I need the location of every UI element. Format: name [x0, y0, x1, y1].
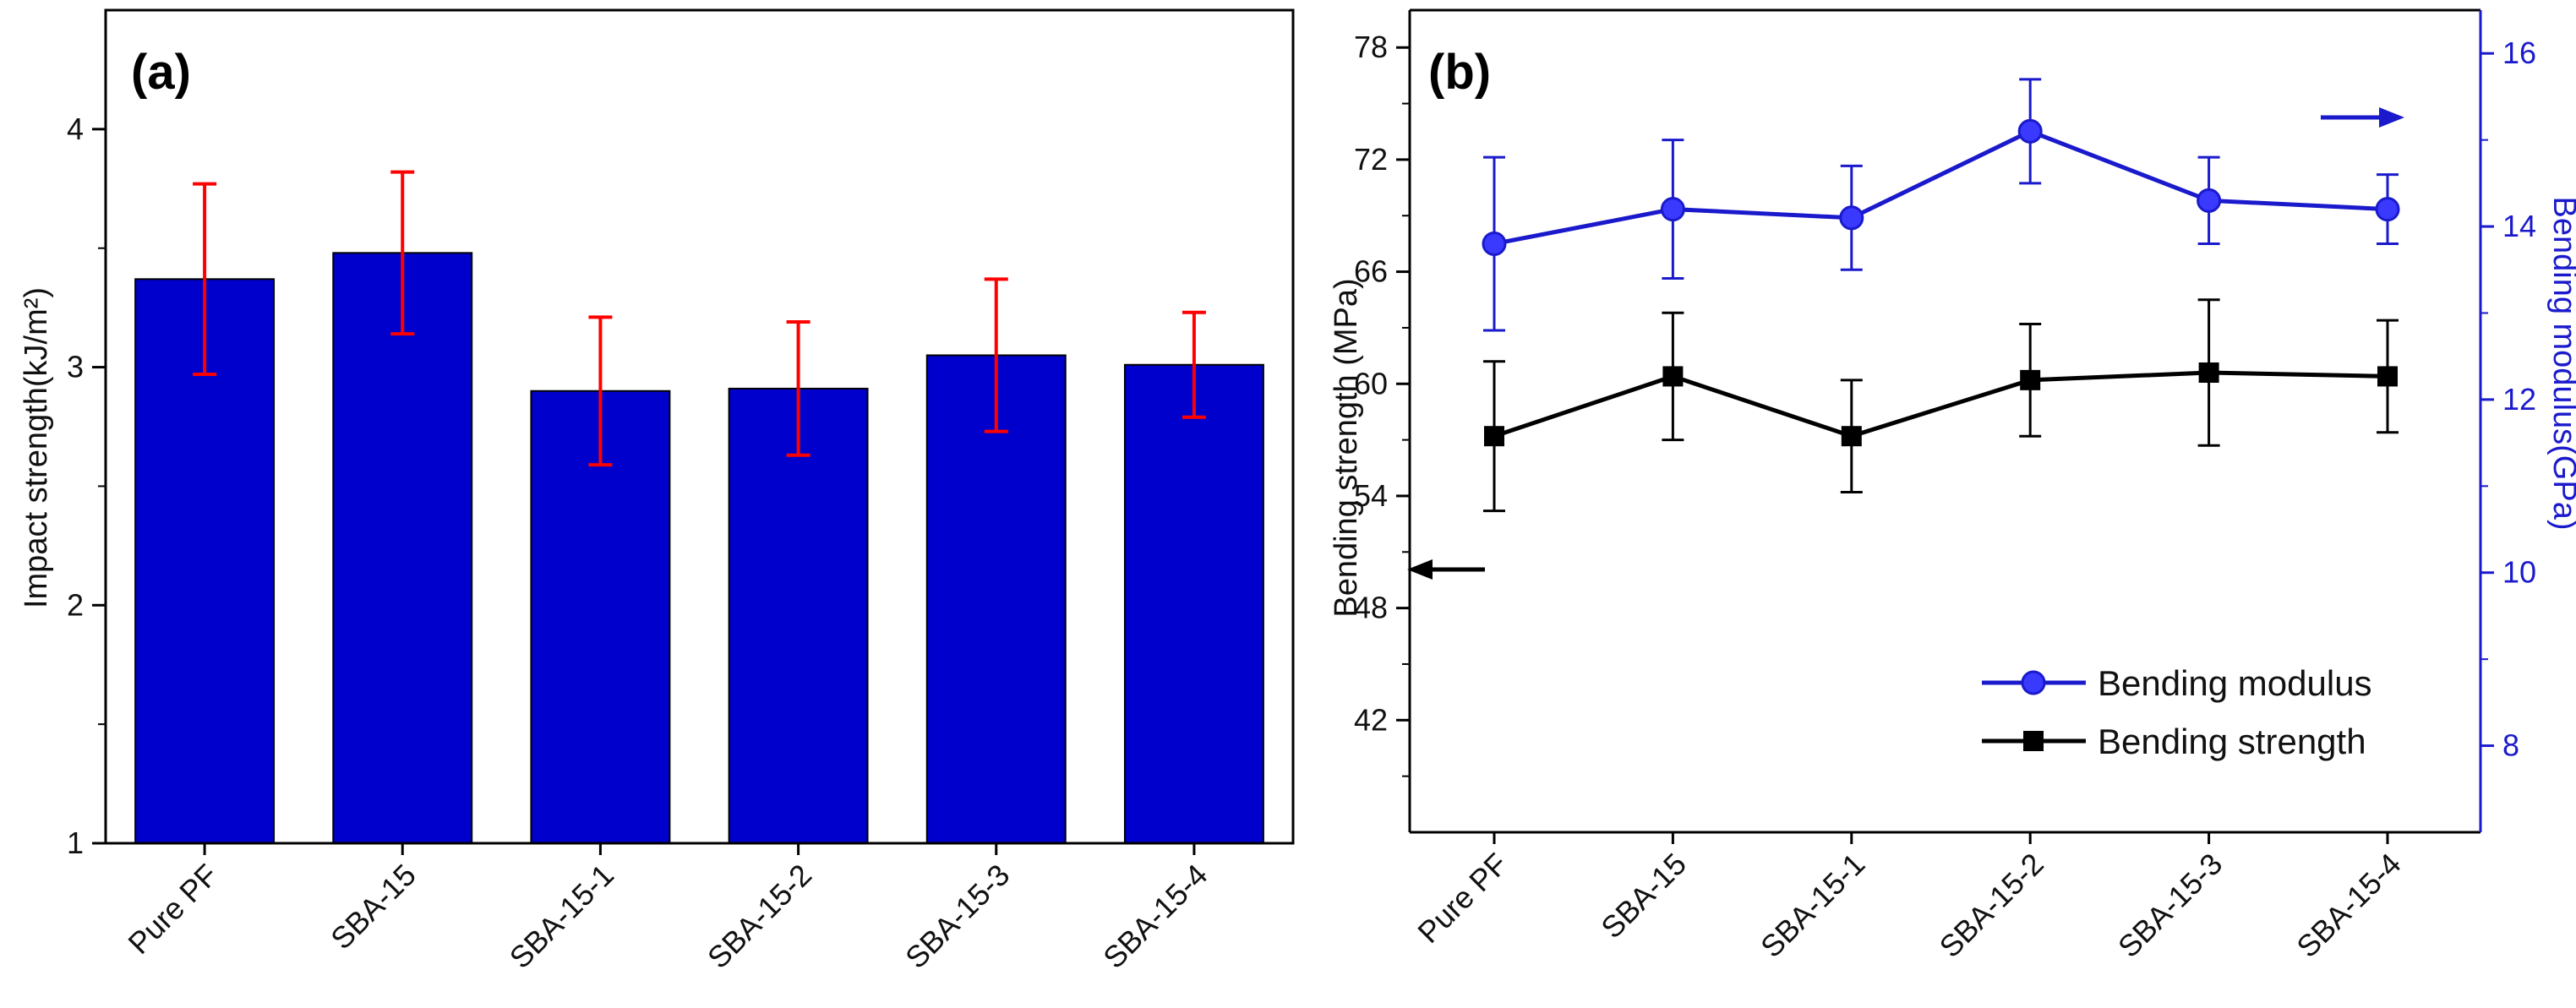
- bar-group: [134, 252, 1264, 844]
- axis-arrows: [1407, 107, 2404, 580]
- x-tick-label-sba-15-4: SBA-15-4: [2289, 847, 2407, 964]
- bending-strength-point: [1484, 426, 1504, 447]
- x-tick-label-sba-15-1: SBA-15-1: [503, 858, 620, 975]
- x-tick-label-sba-15-3: SBA-15-3: [898, 858, 1016, 975]
- x-tick-label-sba-15-1: SBA-15-1: [1754, 847, 1871, 964]
- left-y-tick-label: 78: [1354, 30, 1388, 64]
- x-tick-label-pure-pf: Pure PF: [121, 858, 224, 961]
- error-bar-group: [193, 170, 1206, 467]
- y-tick-label: 1: [67, 825, 84, 860]
- axes: [1396, 8, 2494, 844]
- right-y-tick-label: 10: [2502, 555, 2536, 590]
- x-tick-label-sba-15-2: SBA-15-2: [701, 858, 818, 975]
- panel-b-label: (b): [1428, 45, 1491, 100]
- x-tick-label-sba-15-2: SBA-15-2: [1933, 847, 2050, 964]
- right-y-axis-title: Bending modulus(GPa): [2546, 197, 2576, 531]
- bending-strength-point: [1841, 426, 1862, 447]
- panel-a-impact-strength: (a) 1 2 3 4 Pure PF SBA-15 SBA-15-1 SBA-15-2 SB…: [19, 8, 1295, 975]
- bar-sba-15-4: [1123, 363, 1264, 844]
- x-tick-label-sba-15-3: SBA-15-3: [2111, 847, 2229, 964]
- plot-frame: [104, 8, 1295, 845]
- bending-strength-point: [1662, 366, 1684, 387]
- right-y-tick-label: 8: [2502, 728, 2519, 763]
- left-y-tick-label: 66: [1354, 254, 1388, 289]
- x-tick-label-sba-15-4: SBA-15-4: [1096, 858, 1214, 975]
- left-y-tick-label: 54: [1354, 478, 1388, 513]
- right-y-tick-label: 12: [2502, 382, 2536, 417]
- y-tick-labels: 1 2 3 4: [67, 112, 84, 860]
- bending-modulus-point: [1839, 205, 1864, 231]
- legend-swatch-bending-strength-marker: [2023, 731, 2044, 751]
- bar-sba-15: [332, 252, 473, 844]
- bending-modulus-line: [1493, 128, 2388, 246]
- left-y-tick-label: 48: [1354, 591, 1388, 625]
- bending-modulus-point: [1482, 232, 1507, 257]
- bending-strength-point: [2198, 362, 2219, 384]
- bar-sba-15-3: [925, 354, 1067, 844]
- right-y-tick-label: 14: [2502, 209, 2536, 243]
- panel-a-label: (a): [131, 45, 191, 100]
- legend: Bending modulus Bending strength: [1982, 663, 2372, 761]
- x-tick-labels: Pure PF SBA-15 SBA-15-1 SBA-15-2 SBA-15-3 SBA…: [1411, 847, 2407, 964]
- x-tick-label-sba-15: SBA-15: [1594, 847, 1693, 945]
- right-y-tick-label: 16: [2502, 35, 2536, 70]
- bending-modulus-point: [1660, 197, 1685, 222]
- legend-label-bending-strength: Bending strength: [2098, 722, 2366, 761]
- x-tick-label-sba-15: SBA-15: [324, 858, 423, 956]
- series-group: [1482, 78, 2400, 513]
- left-axis-arrow-head: [1407, 559, 1433, 580]
- y-axis-title: Impact strength(kJ/m²): [19, 287, 54, 608]
- bending-modulus-point: [2375, 197, 2400, 222]
- right-y-tick-labels: 8 10 12 14 16: [2502, 35, 2536, 762]
- y-tick-label: 4: [67, 112, 84, 146]
- right-axis-arrow-head: [2379, 107, 2404, 128]
- left-y-axis-title: Bending strength (MPa): [1329, 278, 1364, 617]
- legend-label-bending-modulus: Bending modulus: [2098, 663, 2372, 703]
- left-y-tick-labels: 42 48 54 60 66 72 78: [1354, 30, 1388, 737]
- bending-modulus-point: [2017, 118, 2043, 144]
- y-tick-label: 2: [67, 587, 84, 622]
- bending-strength-point: [2377, 366, 2398, 387]
- left-y-tick-label: 42: [1354, 702, 1388, 737]
- y-tick-label: 3: [67, 350, 84, 384]
- x-tick-label-pure-pf: Pure PF: [1411, 847, 1514, 950]
- bending-strength-point: [2020, 369, 2041, 390]
- bending-modulus-point: [2197, 188, 2222, 213]
- legend-swatch-bending-modulus-marker: [2021, 670, 2046, 695]
- x-tick-labels: Pure PF SBA-15 SBA-15-1 SBA-15-2 SBA-15-3 SBA…: [121, 858, 1214, 975]
- left-y-tick-label: 60: [1354, 366, 1388, 400]
- left-y-tick-label: 72: [1354, 142, 1388, 177]
- bending-strength-line: [1493, 370, 2388, 439]
- panel-b-bending: (b) 42 48 54 60 66 72 78 8 10 12 14 16 Pure PF SBA-…: [1329, 8, 2576, 964]
- axes: [92, 8, 1295, 855]
